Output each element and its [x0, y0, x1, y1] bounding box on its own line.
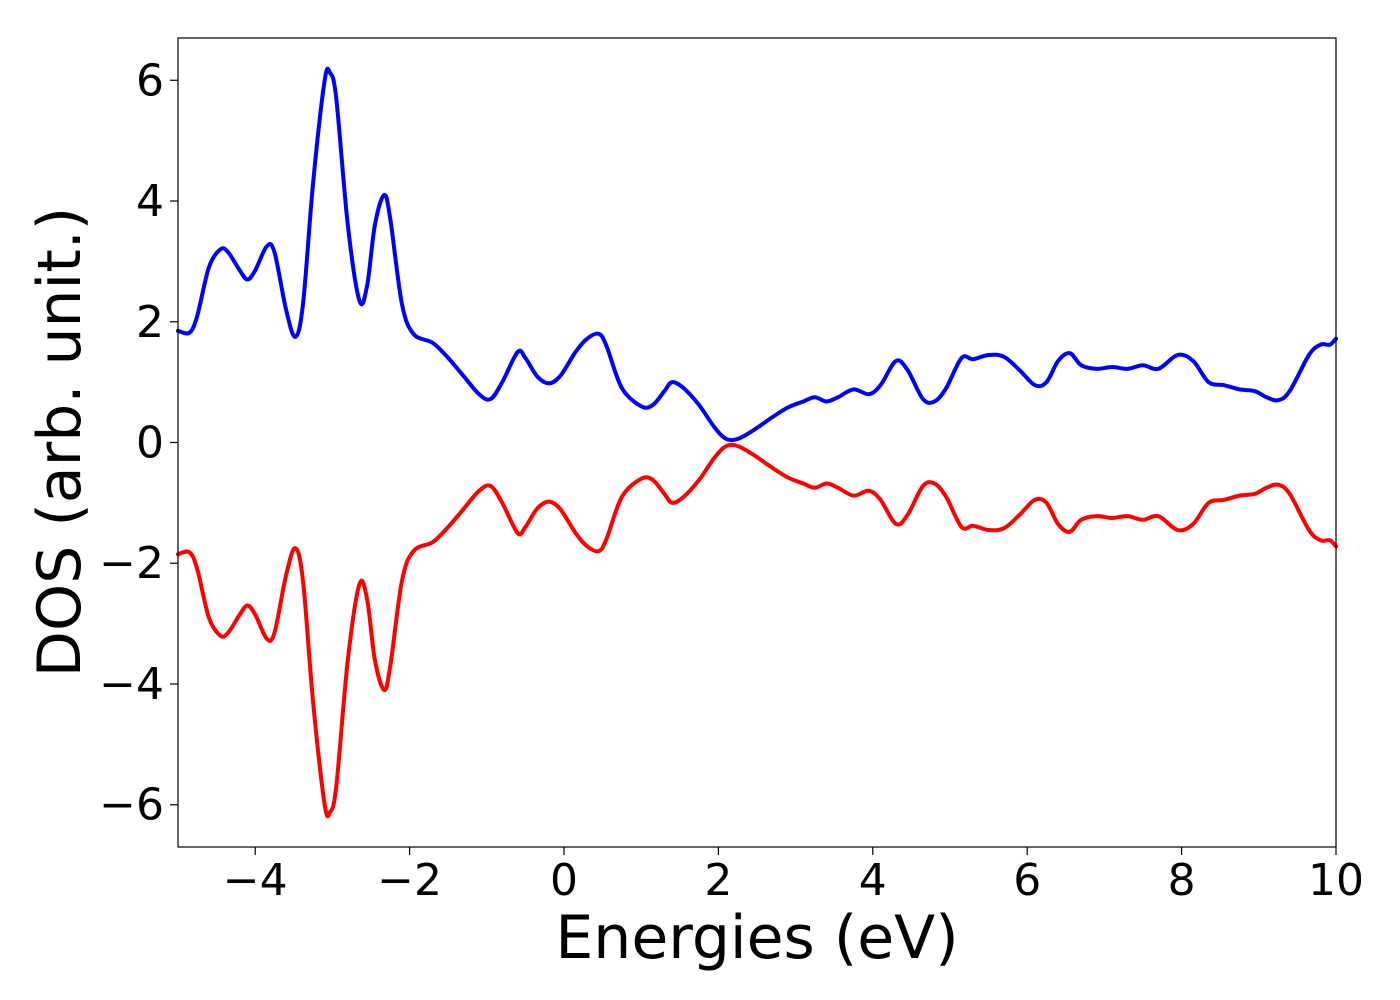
x-axis-ticks: −4 −2 0 2 4 6 8 10	[223, 847, 1364, 906]
x-axis-title: Energies (eV)	[555, 903, 958, 973]
series-layer	[176, 66, 1338, 819]
x-tick-label: 2	[704, 855, 732, 906]
y-tick-label: 2	[136, 297, 164, 348]
y-axis-title: DOS (arb. unit.)	[25, 207, 95, 677]
y-tick-label: −6	[99, 780, 164, 831]
y-tick-label: −4	[99, 659, 164, 710]
x-tick-label: −4	[223, 855, 288, 906]
x-tick-label: 10	[1308, 855, 1364, 906]
series-line-1	[176, 66, 1338, 443]
x-tick-label: 6	[1013, 855, 1041, 906]
y-tick-label: 4	[136, 176, 164, 227]
x-tick-label: 0	[550, 855, 578, 906]
x-tick-label: 4	[859, 855, 887, 906]
plot-frame	[177, 37, 1337, 848]
x-tick-label: 8	[1168, 855, 1196, 906]
y-tick-label: 0	[136, 418, 164, 469]
y-tick-label: −2	[99, 538, 164, 589]
x-tick-label: −2	[377, 855, 442, 906]
y-axis-ticks: −6 −4 −2 0 2 4 6	[99, 55, 178, 831]
y-tick-label: 6	[136, 55, 164, 106]
series-line-2	[176, 442, 1338, 819]
